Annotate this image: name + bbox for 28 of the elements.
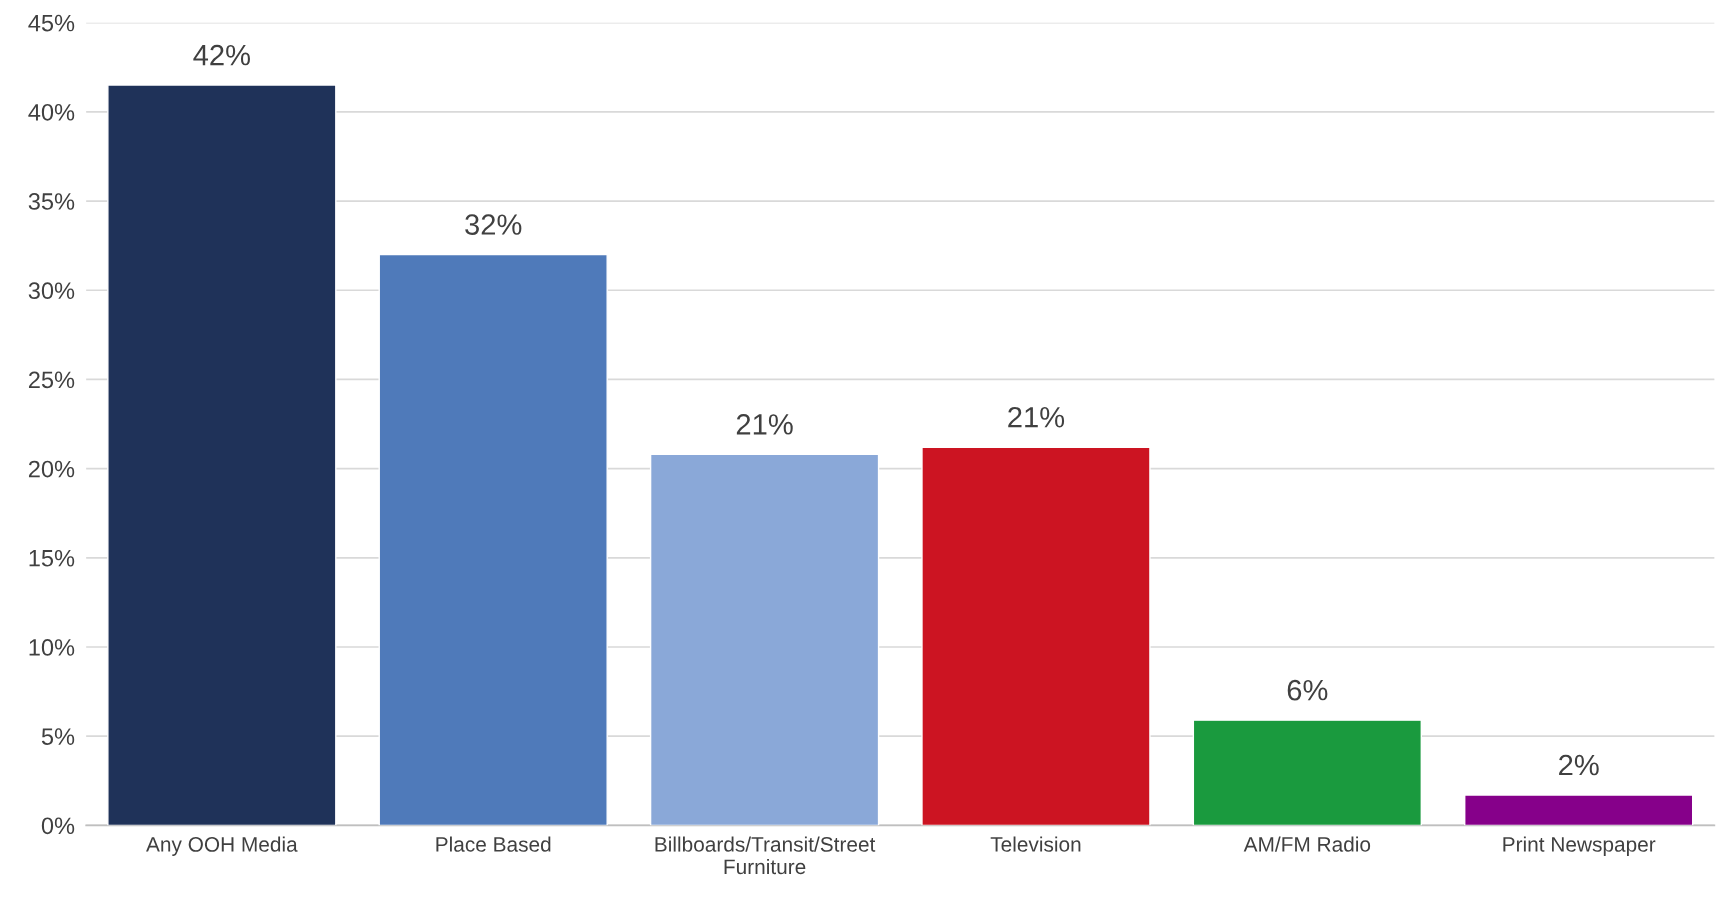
bar (378, 253, 608, 826)
y-tick-label: 30% (28, 282, 75, 300)
data-label: 6% (1287, 679, 1328, 701)
bar (107, 84, 337, 826)
y-tick-label: 45% (28, 14, 75, 32)
y-tick-label: 35% (28, 193, 75, 210)
bar (1192, 719, 1422, 826)
data-label: 32% (465, 214, 522, 235)
bar (921, 446, 1151, 826)
data-label: 21% (736, 414, 793, 435)
bar (649, 453, 880, 826)
data-label: 42% (193, 44, 250, 66)
x-tick-label: Print Newspaper (1503, 836, 1656, 856)
data-label: 2% (1559, 754, 1599, 776)
y-tick-label: 40% (28, 103, 75, 121)
y-tick-label: 5% (41, 728, 75, 745)
data-label: 21% (1008, 406, 1065, 428)
y-tick-label: 25% (28, 371, 75, 389)
bar (1464, 794, 1694, 826)
y-tick-label: 0% (41, 817, 75, 835)
y-tick-label: 20% (28, 460, 75, 478)
y-tick-label: 15% (29, 549, 75, 567)
x-tick-label: AM/FM Radio (1243, 836, 1371, 852)
x-tick-label: Any OOH Media (146, 836, 298, 856)
y-tick-label: 10% (29, 639, 75, 656)
x-tick-label: Television (990, 836, 1081, 852)
x-tick-label: Place Based (436, 836, 551, 852)
x-tick-label: Billboards/Transit/Street Furniture (655, 836, 876, 875)
